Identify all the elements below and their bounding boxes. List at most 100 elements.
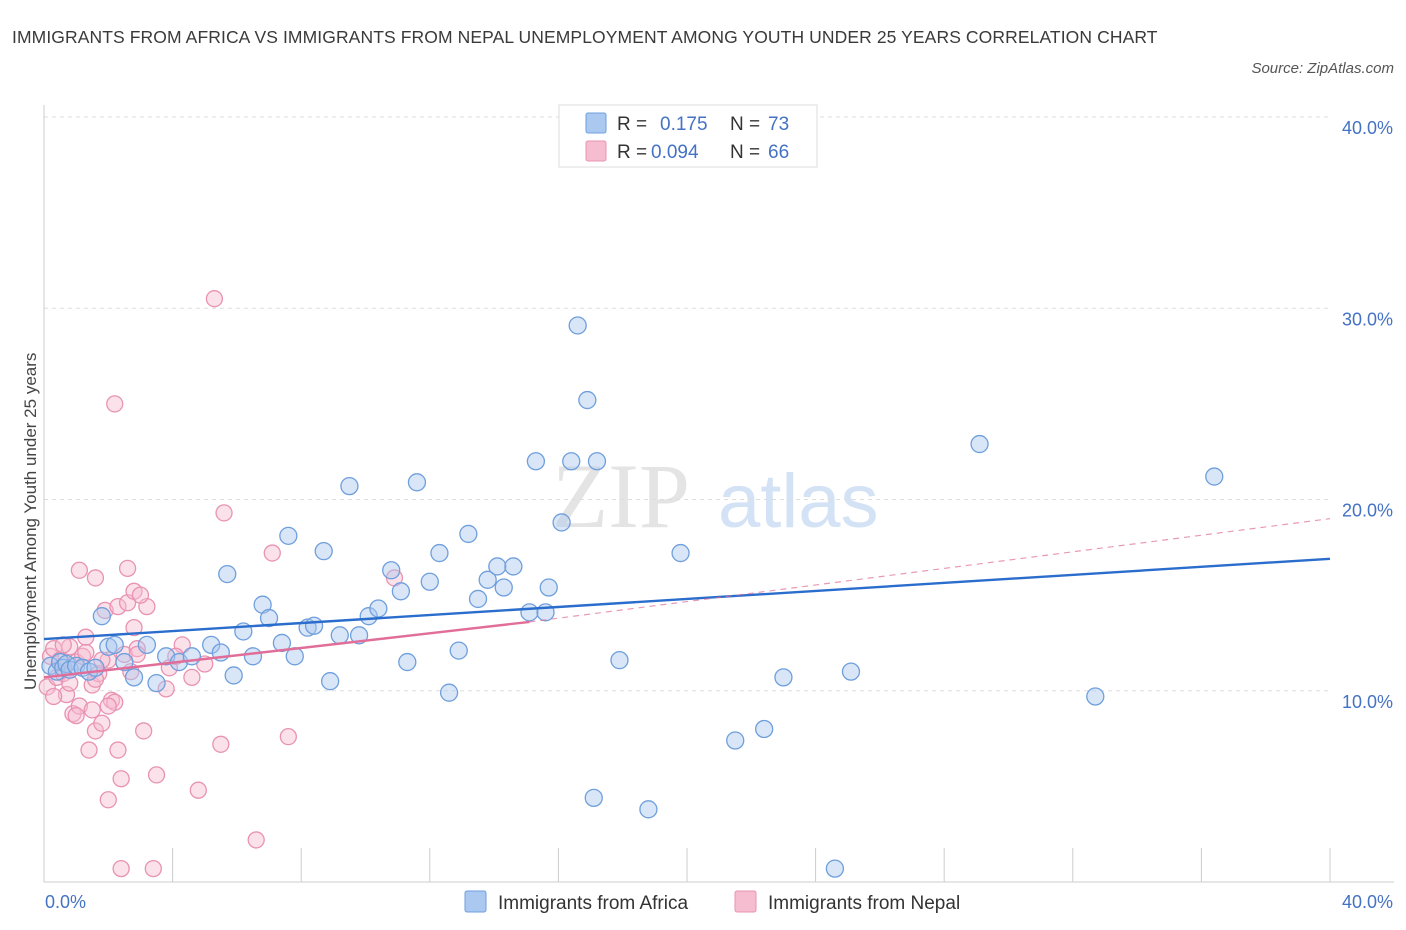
africa-point [774,668,793,687]
x-tick-label: 0.0% [45,892,86,912]
africa-point [1086,687,1105,706]
nepal-point [109,741,127,759]
x-tick-label: 40.0% [1342,892,1393,912]
nepal-point [147,766,166,784]
nepal-point [212,735,230,753]
nepal-point [131,586,150,604]
nepal-point [93,714,111,732]
africa-point [137,635,157,654]
nepal-point [44,687,63,706]
africa-point [610,651,629,670]
legend-r-label-africa: R = [617,114,647,135]
africa-point [391,582,411,601]
y-tick-label: 40.0% [1342,118,1393,138]
y-axis-title: Unemployment Among Youth under 25 years [21,353,40,690]
nepal-point [279,728,297,746]
africa-point [272,633,292,653]
africa-point [449,641,468,660]
africa-point [105,635,124,654]
legend-n-nepal: 66 [768,142,789,163]
nepal-point [70,697,89,715]
nepal-point [135,722,153,740]
nepal-point [189,781,207,799]
legend-swatch-nepal [585,140,607,162]
nepal-point [83,701,101,719]
nepal-point [183,668,201,687]
africa-point [359,607,378,626]
africa-point [841,662,861,681]
africa-point [218,564,237,584]
axes [43,105,1394,883]
nepal-point [215,504,233,522]
nepal-point [99,791,117,809]
nepal-trend-line [43,620,530,679]
africa-point [1205,467,1224,486]
africa-point [520,603,539,622]
africa-point [259,608,279,628]
legend-r-nepal: 0.094 [651,142,699,163]
africa-point [584,788,603,807]
africa-point [369,599,388,618]
watermark-atlas: atlas [718,459,879,544]
africa-point [202,635,221,654]
africa-point [587,452,607,471]
nepal-point [144,859,162,878]
source-credit: Source: ZipAtlas.com [1251,60,1394,77]
africa-point [430,543,449,563]
nepal-point [125,618,143,637]
africa-point [526,452,546,471]
legend-n-label-africa: N = [730,114,760,135]
bottom-legend-label-nepal: Immigrants from Nepal [768,893,960,914]
bottom-legend-swatch-nepal [734,890,757,913]
nepal-point [70,561,89,579]
nepal-point [61,638,79,656]
watermark-zip: ZIP [552,445,690,547]
legend-n-label-nepal: N = [730,142,760,163]
stats-legend: R = 0.175 N = 73 R = 0.094 N = 66 [558,104,818,168]
nepal-point [263,544,281,562]
africa-point [755,719,774,739]
africa-point [99,637,118,656]
africa-point [320,672,340,691]
gridlines [44,116,1330,692]
africa-point [468,589,488,609]
nepal-point [118,559,137,577]
trend-lines [43,518,1331,679]
legend-r-label-nepal: R = [617,142,647,163]
africa-point [539,578,558,597]
africa-point [92,607,112,626]
nepal-point [86,569,105,587]
africa-point [407,473,427,492]
nepal-point [247,831,265,849]
nepal-point [205,290,224,308]
africa-point [349,626,369,645]
africa-point [439,683,459,702]
tick-labels: 10.0% 20.0% 30.0% 40.0% 0.0% 40.0% [45,118,1393,912]
africa-point [478,570,497,589]
africa-point [562,452,581,471]
africa-point [552,513,571,532]
africa-point [671,543,690,563]
nepal-point [109,597,127,616]
africa-point [726,731,745,750]
africa-point [304,616,324,635]
africa-point [568,316,587,335]
series-legend: Immigrants from Africa Immigrants from N… [464,890,960,914]
africa-point [420,572,439,591]
africa-point [459,524,478,544]
legend-r-africa: 0.175 [660,114,708,135]
africa-trend-line [43,557,1331,641]
nepal-trend-extension [529,518,1331,623]
y-tick-label: 30.0% [1342,309,1393,329]
africa-points [41,316,1224,878]
chart-title: IMMIGRANTS FROM AFRICA VS IMMIGRANTS FRO… [12,27,1158,47]
nepal-point [96,601,114,620]
africa-point [147,673,166,693]
nepal-point [128,640,146,658]
africa-point [243,647,263,666]
nepal-point [80,741,98,759]
nepal-point [99,697,117,715]
bottom-legend-swatch-africa [464,890,487,913]
africa-point [224,666,243,685]
